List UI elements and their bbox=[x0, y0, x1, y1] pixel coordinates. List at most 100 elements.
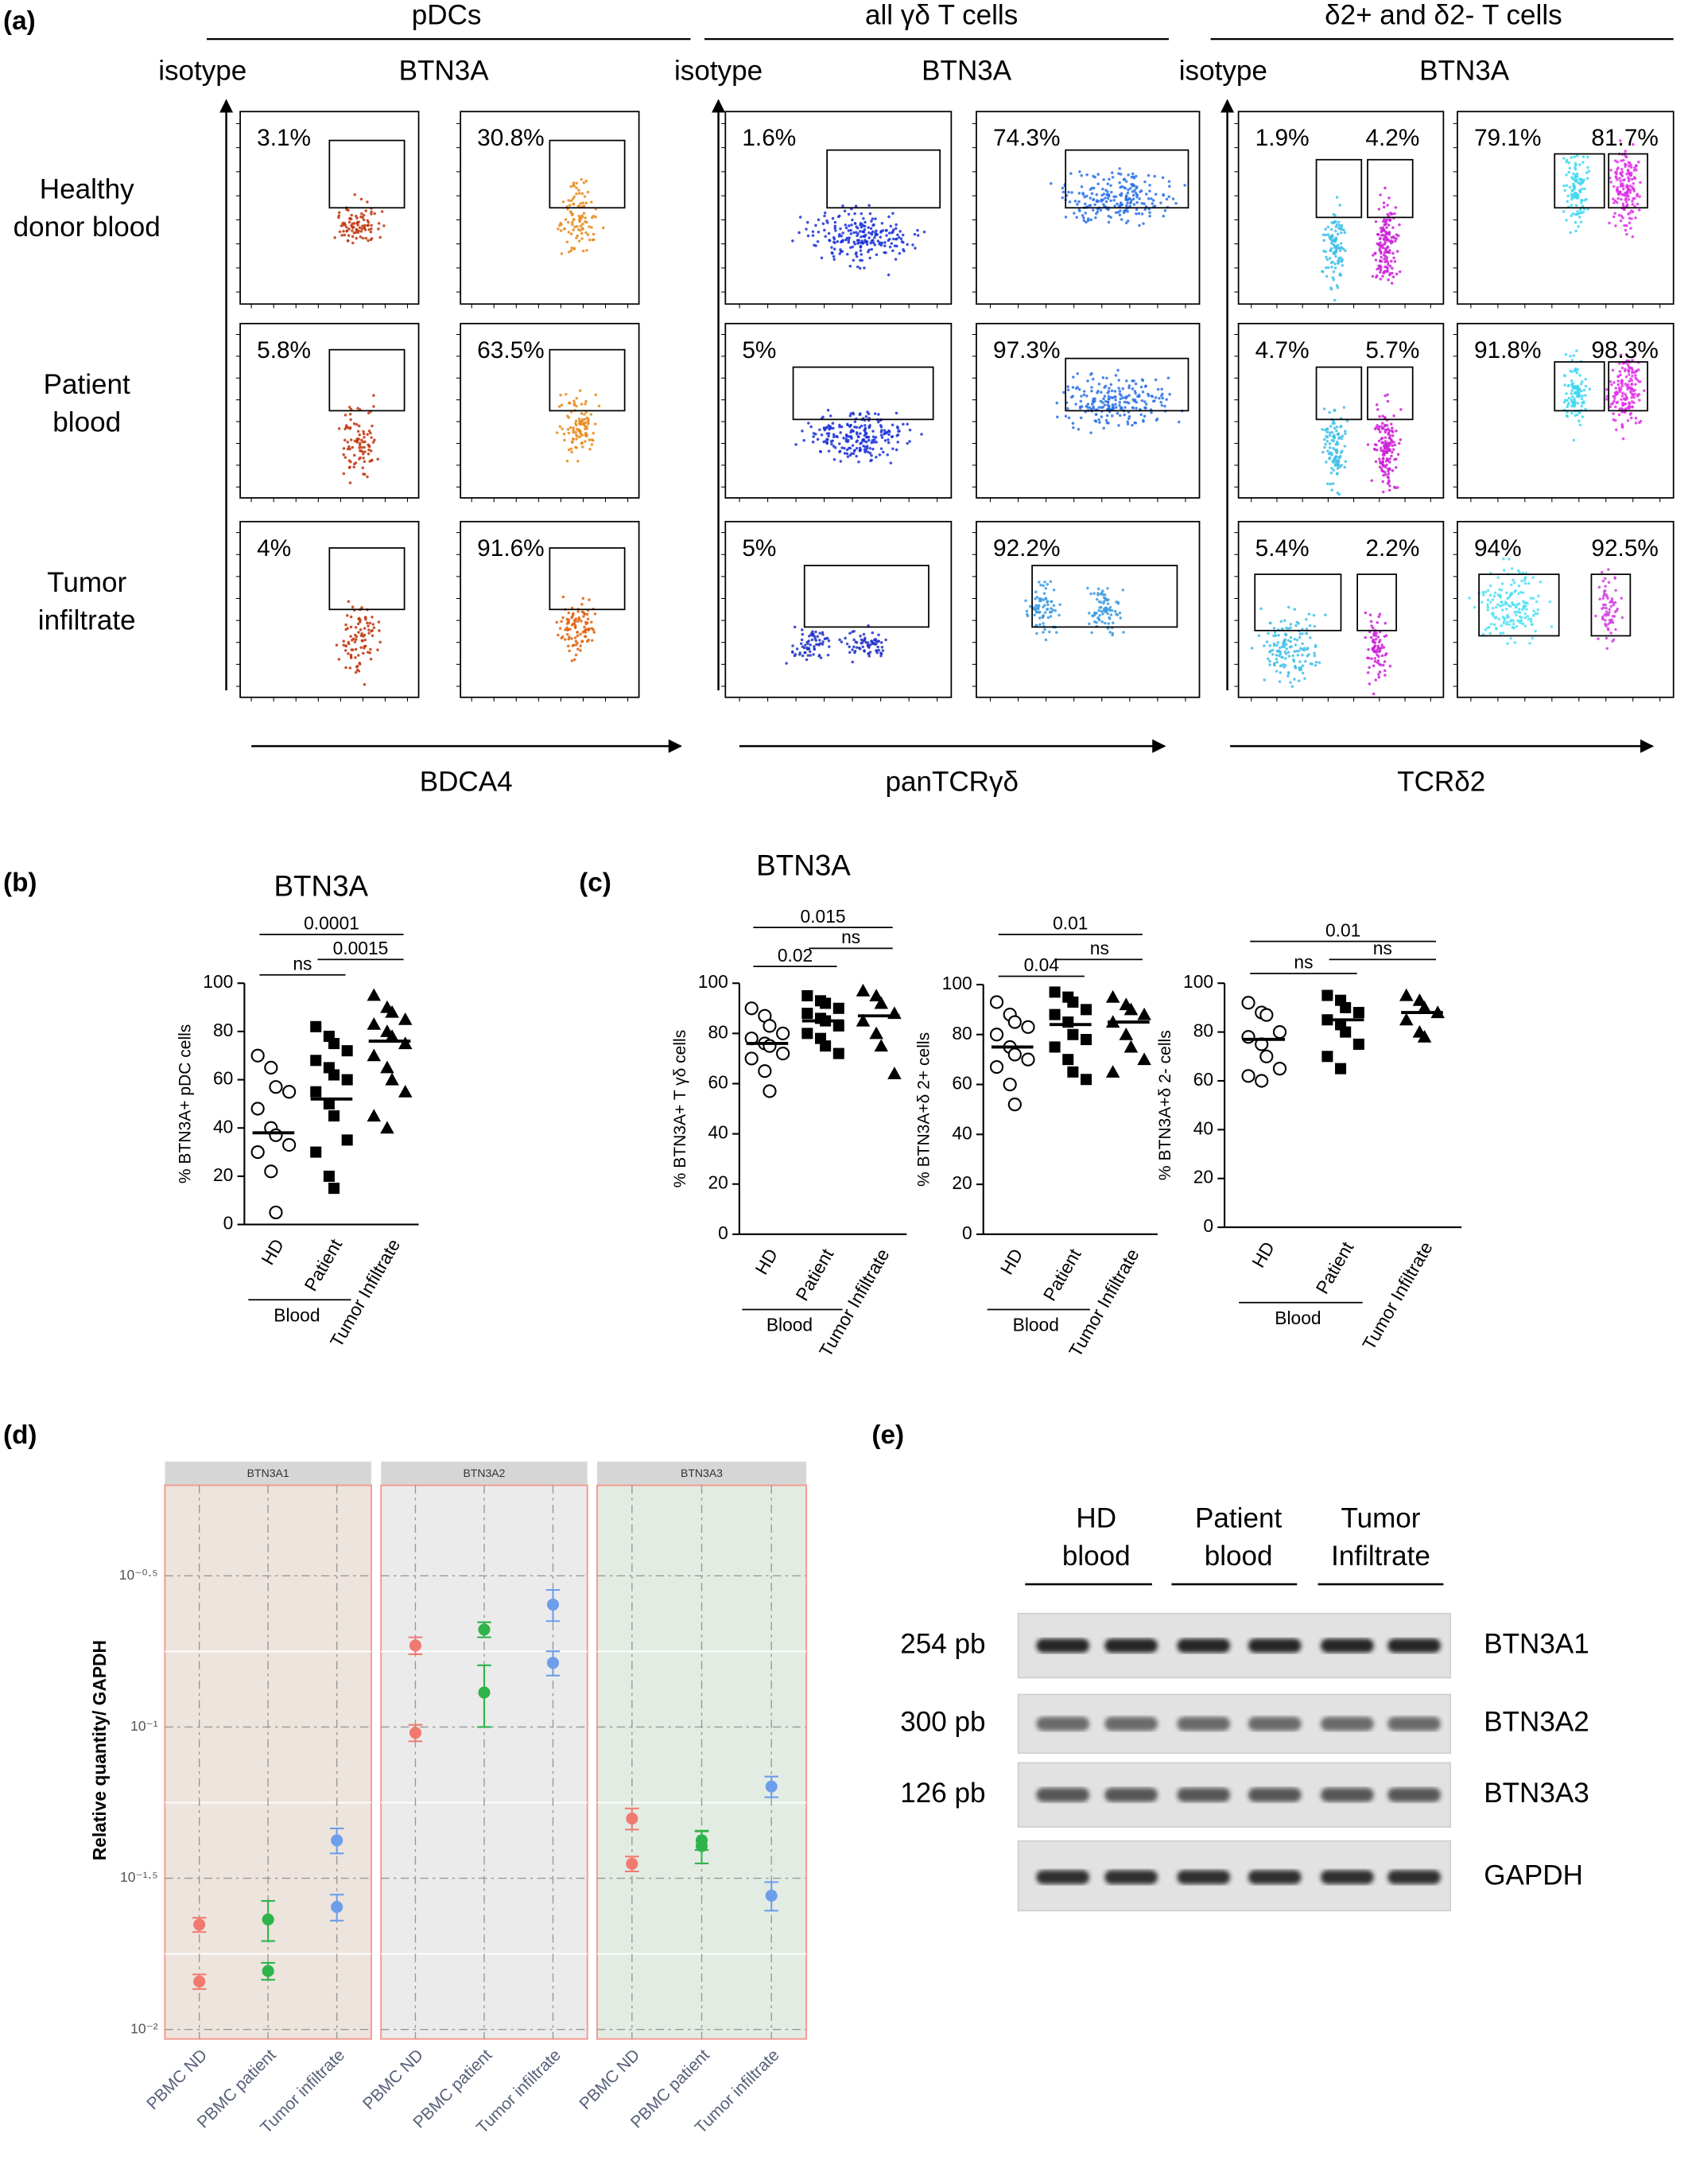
panel-label: (c) bbox=[579, 869, 611, 898]
cell-dot bbox=[566, 428, 570, 431]
cell-dot bbox=[867, 236, 871, 239]
gene-label: BTN3A2 bbox=[1484, 1707, 1589, 1738]
cell-dot bbox=[569, 628, 572, 631]
cell-dot bbox=[1523, 579, 1527, 582]
gate bbox=[1065, 357, 1189, 412]
cell-dot bbox=[558, 627, 562, 630]
cell-dot bbox=[1607, 628, 1610, 631]
cell-dot bbox=[1632, 176, 1636, 179]
dot bbox=[763, 1084, 777, 1098]
cell-dot bbox=[572, 181, 576, 185]
cell-dot bbox=[337, 658, 341, 661]
cell-dot bbox=[1504, 591, 1508, 594]
gate bbox=[1554, 361, 1605, 412]
cell-dot bbox=[1165, 398, 1168, 401]
cell-dot bbox=[570, 659, 574, 663]
cell-dot bbox=[859, 432, 862, 435]
cell-dot bbox=[1118, 390, 1122, 393]
cell-dot bbox=[1579, 382, 1583, 386]
cell-dot bbox=[565, 240, 569, 243]
cell-dot bbox=[1150, 410, 1153, 414]
dot bbox=[1241, 1069, 1255, 1083]
cell-dot bbox=[1377, 266, 1381, 270]
cell-dot bbox=[1627, 198, 1631, 201]
gate-percent: 5.4% bbox=[1255, 535, 1310, 562]
dot bbox=[1067, 996, 1079, 1008]
cell-dot bbox=[1607, 568, 1610, 571]
y-tick-label: 60 bbox=[708, 1071, 728, 1092]
dot bbox=[763, 1019, 777, 1033]
significance: ns bbox=[1090, 938, 1109, 958]
cell-dot bbox=[1570, 195, 1574, 199]
cell-dot bbox=[1376, 621, 1380, 624]
cell-dot bbox=[876, 239, 880, 243]
cell-dot bbox=[1366, 670, 1370, 674]
cell-dot bbox=[579, 228, 582, 232]
cell-dot bbox=[1613, 394, 1617, 398]
cell-dot bbox=[848, 631, 852, 635]
cell-dot bbox=[1072, 426, 1075, 429]
cell-dot bbox=[916, 228, 919, 232]
cell-dot bbox=[590, 443, 594, 446]
cell-dot bbox=[1388, 219, 1391, 222]
dot bbox=[1241, 996, 1255, 1010]
cell-dot bbox=[1622, 158, 1625, 162]
cell-dot bbox=[868, 256, 871, 260]
cell-dot bbox=[1154, 192, 1158, 196]
y-tick-label: 100 bbox=[698, 971, 728, 992]
cell-dot bbox=[1313, 651, 1316, 655]
cell-dot bbox=[817, 643, 821, 647]
cell-dot bbox=[1620, 197, 1623, 201]
gate bbox=[1367, 366, 1414, 421]
cell-dot bbox=[1616, 379, 1620, 383]
cell-dot bbox=[838, 442, 841, 445]
cell-dot bbox=[1623, 223, 1626, 227]
cell-dot bbox=[1390, 282, 1394, 285]
cell-dot bbox=[860, 235, 863, 239]
significance: 0.01 bbox=[1053, 913, 1088, 934]
dot bbox=[989, 1059, 1004, 1075]
y-tick-label: 80 bbox=[1193, 1020, 1213, 1041]
cell-dot bbox=[1168, 392, 1171, 396]
cell-dot bbox=[1634, 164, 1638, 167]
cell-dot bbox=[372, 626, 376, 630]
cell-dot bbox=[1387, 433, 1390, 436]
cell-dot bbox=[1382, 253, 1386, 257]
gate bbox=[826, 149, 941, 209]
cell-dot bbox=[799, 642, 803, 645]
cell-dot bbox=[1387, 262, 1390, 266]
cell-dot bbox=[876, 420, 880, 424]
cell-dot bbox=[1377, 650, 1381, 653]
cell-dot bbox=[1372, 646, 1376, 649]
cell-dot bbox=[1608, 221, 1611, 225]
cell-dot bbox=[1068, 200, 1072, 204]
cell-dot bbox=[1339, 247, 1342, 250]
row-label: infiltrate bbox=[38, 604, 136, 635]
cell-dot bbox=[1134, 382, 1138, 386]
cell-dot bbox=[1064, 414, 1068, 418]
dot bbox=[832, 1047, 844, 1059]
cell-dot bbox=[1131, 172, 1135, 176]
cell-dot bbox=[1395, 466, 1398, 469]
cell-dot bbox=[1334, 225, 1338, 228]
cell-dot bbox=[1143, 406, 1147, 410]
cell-dot bbox=[1394, 206, 1398, 209]
cell-dot bbox=[1333, 457, 1336, 461]
cell-dot bbox=[785, 662, 788, 665]
cell-dot bbox=[1609, 405, 1612, 409]
cell-dot bbox=[1521, 591, 1525, 594]
cell-dot bbox=[1574, 165, 1577, 169]
dot bbox=[1335, 1063, 1347, 1075]
point bbox=[695, 1840, 708, 1852]
cell-dot bbox=[1393, 443, 1397, 447]
cell-dot bbox=[1330, 488, 1333, 492]
cell-dot bbox=[1567, 396, 1571, 400]
cell-dot bbox=[1034, 608, 1038, 612]
cell-dot bbox=[583, 612, 587, 616]
cell-dot bbox=[1076, 203, 1079, 206]
cell-dot bbox=[1585, 177, 1589, 181]
cell-dot bbox=[871, 217, 875, 220]
cell-dot bbox=[1494, 626, 1498, 630]
cell-dot bbox=[1113, 390, 1117, 393]
cell-dot bbox=[833, 227, 836, 230]
